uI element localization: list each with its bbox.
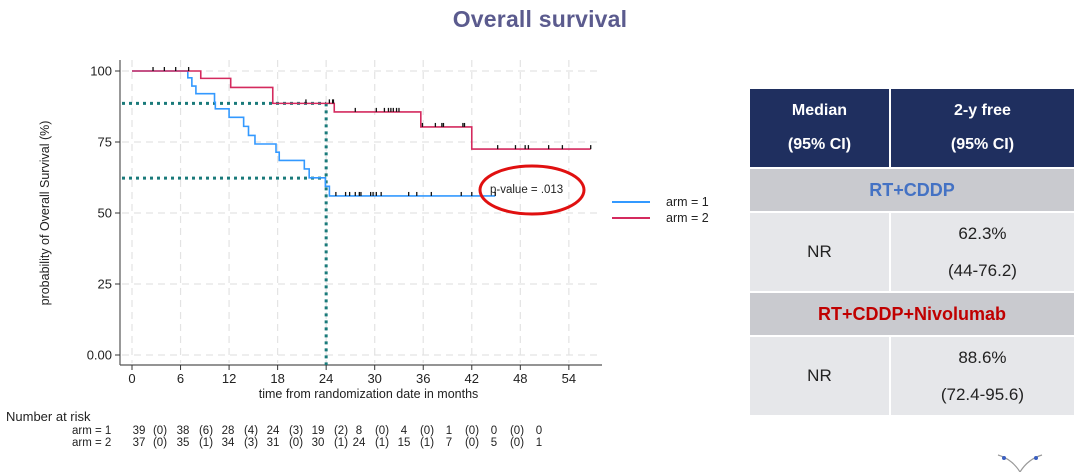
risk-count: 0 — [490, 425, 498, 437]
number-at-risk-label: Number at risk — [6, 409, 91, 424]
risk-censored-count: (0) — [464, 437, 480, 449]
risk-row-label: arm = 1 — [72, 425, 112, 437]
two-year-ci: (72.4-95.6) — [940, 385, 1025, 404]
risk-censored-count: (2) — [333, 425, 349, 437]
curve-arm-2 — [132, 67, 592, 150]
y-tick-label: 50 — [98, 206, 112, 221]
legend-line-arm2 — [612, 217, 650, 219]
x-tick-label: 12 — [222, 371, 236, 386]
two-year-rt-cddp: 62.3% (44-76.2) — [890, 213, 1074, 291]
page-title: Overall survival — [452, 6, 628, 32]
group-rt-cddp: RT+CDDP — [750, 169, 1074, 211]
risk-count: 19 — [311, 425, 325, 437]
y-tick-label: 75 — [98, 135, 112, 150]
risk-censored-count: (1) — [374, 437, 390, 449]
row-rt-cddp: NR 62.3% (44-76.2) — [750, 213, 1074, 291]
risk-count: 30 — [311, 437, 325, 449]
y-tick-label: 100 — [90, 64, 112, 79]
risk-count: 28 — [221, 425, 235, 437]
risk-count: 37 — [132, 437, 146, 449]
header-median-line1: Median — [791, 102, 848, 119]
risk-count: 7 — [445, 437, 453, 449]
risk-censored-count: (1) — [419, 437, 435, 449]
km-chart: 0 6 12 18 24 30 36 42 48 54 0.00 25 50 75 100 time from… — [38, 60, 602, 401]
legend-item-arm2: arm = 2 — [612, 210, 709, 226]
y-tick-label: 0.00 — [87, 348, 112, 363]
risk-censored-count: (0) — [509, 437, 525, 449]
p-value-annotation: p-value = .013 — [478, 164, 586, 216]
risk-censored-count: (1) — [198, 437, 214, 449]
x-tick-label: 6 — [177, 371, 184, 386]
summary-header-row: Median (95% CI) 2-y free (95% CI) — [750, 89, 1074, 167]
two-year-value: 62.3% — [958, 224, 1007, 243]
risk-censored-count: (3) — [288, 425, 304, 437]
risk-count: 15 — [397, 437, 411, 449]
two-year-value: 88.6% — [958, 348, 1007, 367]
p-value-text: p-value = .013 — [490, 184, 563, 196]
risk-count: 5 — [490, 437, 498, 449]
risk-censored-count: (0) — [152, 437, 168, 449]
grid — [122, 60, 602, 363]
y-axis-label: probability of Overall Survival (%) — [38, 121, 52, 306]
legend-label-arm2: arm = 2 — [666, 211, 709, 225]
curve-arm-1 — [132, 70, 496, 197]
risk-count: 38 — [176, 425, 190, 437]
axes: 0 6 12 18 24 30 36 42 48 54 0.00 25 50 75 100 time from… — [38, 60, 602, 401]
risk-count: 31 — [266, 437, 280, 449]
x-tick-label: 30 — [367, 371, 381, 386]
p-value-circle — [478, 164, 586, 216]
x-tick-label: 18 — [270, 371, 284, 386]
header-median: Median (95% CI) — [750, 89, 889, 167]
risk-censored-count: (0) — [509, 425, 525, 437]
x-axis-label: time from randomization date in months — [259, 387, 479, 401]
risk-count: 39 — [132, 425, 146, 437]
x-tick-label: 24 — [319, 371, 333, 386]
x-tick-label: 42 — [465, 371, 479, 386]
two-year-rt-cddp-nivolumab: 88.6% (72.4-95.6) — [890, 337, 1074, 415]
header-median-line2: (95% CI) — [787, 136, 852, 153]
risk-censored-count: (0) — [374, 425, 390, 437]
risk-count: 34 — [221, 437, 235, 449]
row-rt-cddp-nivolumab: NR 88.6% (72.4-95.6) — [750, 337, 1074, 415]
x-tick-label: 54 — [562, 371, 576, 386]
risk-censored-count: (4) — [243, 425, 259, 437]
risk-count: 0 — [535, 425, 543, 437]
risk-censored-count: (3) — [243, 437, 259, 449]
risk-censored-count: (6) — [198, 425, 214, 437]
summary-table: Median (95% CI) 2-y free (95% CI) RT+CDD… — [748, 87, 1076, 417]
km-line-arm-1 — [132, 70, 496, 197]
risk-censored-count: (0) — [288, 437, 304, 449]
km-line-arm-2 — [132, 70, 591, 150]
two-year-ci: (44-76.2) — [947, 261, 1017, 280]
header-2y-free: 2-y free (95% CI) — [890, 89, 1074, 167]
risk-count: 24 — [266, 425, 280, 437]
legend-line-arm1 — [612, 201, 650, 203]
median-rt-cddp: NR — [750, 213, 889, 291]
risk-count: 35 — [176, 437, 190, 449]
risk-count: 8 — [355, 425, 363, 437]
risk-count: 24 — [352, 437, 366, 449]
risk-censored-count: (0) — [464, 425, 480, 437]
median-rt-cddp-nivolumab: NR — [750, 337, 889, 415]
y-tick-label: 25 — [98, 277, 112, 292]
risk-count: 1 — [445, 425, 453, 437]
risk-row-label: arm = 2 — [72, 437, 112, 449]
legend-item-arm1: arm = 1 — [612, 194, 709, 210]
header-2y-line1: 2-y free — [953, 102, 1011, 119]
x-tick-label: 48 — [513, 371, 527, 386]
risk-count: 1 — [535, 437, 543, 449]
logo-icon — [997, 454, 1043, 472]
risk-censored-count: (0) — [152, 425, 168, 437]
risk-censored-count: (0) — [419, 425, 435, 437]
legend-label-arm1: arm = 1 — [666, 195, 709, 209]
legend: arm = 1 arm = 2 — [612, 194, 709, 226]
survival-curves — [132, 67, 592, 197]
x-tick-label: 0 — [128, 371, 135, 386]
risk-censored-count: (1) — [333, 437, 349, 449]
x-tick-label: 36 — [416, 371, 430, 386]
header-2y-line2: (95% CI) — [950, 136, 1015, 153]
group-rt-cddp-nivolumab: RT+CDDP+Nivolumab — [750, 293, 1074, 335]
risk-count: 4 — [400, 425, 408, 437]
reference-lines — [122, 101, 328, 365]
